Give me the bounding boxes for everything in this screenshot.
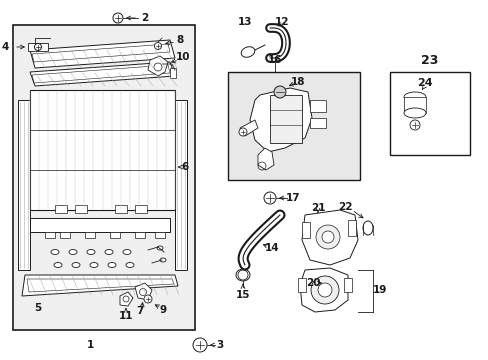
Ellipse shape [51, 249, 59, 255]
Text: 10: 10 [175, 52, 190, 62]
Circle shape [264, 192, 275, 204]
Bar [60, 232, 70, 238]
Ellipse shape [126, 262, 134, 267]
Circle shape [321, 231, 333, 243]
Bar [135, 232, 145, 238]
Bar [135, 205, 147, 213]
Polygon shape [249, 88, 311, 152]
Bar [155, 232, 164, 238]
Text: 23: 23 [421, 54, 438, 67]
Bar [269, 95, 302, 143]
Bar [45, 232, 55, 238]
Polygon shape [120, 292, 133, 306]
Text: 19: 19 [372, 285, 386, 295]
Circle shape [35, 44, 41, 50]
Bar [302, 222, 309, 238]
Text: 6: 6 [181, 162, 188, 172]
Bar [14, 26, 194, 329]
Bar [403, 97, 425, 113]
Text: 4: 4 [1, 42, 9, 52]
Polygon shape [240, 120, 258, 136]
Bar [110, 232, 120, 238]
Polygon shape [135, 283, 152, 300]
Polygon shape [148, 56, 168, 76]
Circle shape [154, 42, 161, 50]
Bar [343, 278, 351, 292]
Bar [309, 100, 325, 112]
Ellipse shape [362, 221, 372, 235]
Bar [13, 25, 195, 330]
Ellipse shape [54, 262, 62, 267]
Text: 13: 13 [237, 17, 252, 27]
Ellipse shape [236, 269, 249, 281]
Text: 16: 16 [267, 55, 282, 65]
Polygon shape [299, 268, 347, 312]
Bar [175, 100, 186, 270]
Circle shape [273, 86, 285, 98]
Ellipse shape [123, 249, 131, 255]
Circle shape [310, 276, 338, 304]
Text: 14: 14 [264, 243, 279, 253]
Bar [309, 118, 325, 128]
Circle shape [113, 13, 123, 23]
Bar [347, 220, 355, 236]
Text: 11: 11 [119, 311, 133, 321]
Ellipse shape [69, 249, 77, 255]
Text: 20: 20 [305, 278, 320, 288]
Bar [227, 72, 359, 180]
Bar [389, 72, 469, 155]
Circle shape [193, 338, 206, 352]
Ellipse shape [72, 262, 80, 267]
Text: 3: 3 [216, 340, 223, 350]
Ellipse shape [105, 249, 113, 255]
Bar [55, 205, 67, 213]
Ellipse shape [241, 47, 254, 57]
Text: 18: 18 [290, 77, 305, 87]
Ellipse shape [90, 262, 98, 267]
Circle shape [317, 283, 331, 297]
Bar [170, 68, 176, 78]
Bar [30, 90, 175, 210]
Text: 17: 17 [285, 193, 300, 203]
Ellipse shape [87, 249, 95, 255]
Text: 15: 15 [235, 290, 250, 300]
Text: 24: 24 [416, 78, 432, 88]
Polygon shape [302, 210, 357, 265]
Text: 22: 22 [337, 202, 351, 212]
Bar [75, 205, 87, 213]
Bar [115, 205, 127, 213]
Bar [28, 43, 48, 51]
Polygon shape [30, 218, 170, 232]
Circle shape [143, 295, 152, 303]
Ellipse shape [108, 262, 116, 267]
Polygon shape [30, 40, 175, 68]
Text: 21: 21 [310, 203, 325, 213]
Circle shape [409, 120, 419, 130]
Ellipse shape [403, 92, 425, 102]
Text: 12: 12 [274, 17, 289, 27]
Circle shape [239, 128, 246, 136]
Circle shape [315, 225, 339, 249]
Polygon shape [258, 148, 273, 170]
Polygon shape [22, 275, 178, 296]
Bar [297, 278, 305, 292]
Bar [18, 100, 30, 270]
Text: 5: 5 [34, 303, 41, 313]
Bar [85, 232, 95, 238]
Ellipse shape [160, 258, 165, 262]
Text: 8: 8 [176, 35, 183, 45]
Text: 7: 7 [136, 306, 143, 316]
Text: 2: 2 [141, 13, 148, 23]
Text: 9: 9 [159, 305, 166, 315]
Polygon shape [30, 62, 175, 86]
Ellipse shape [403, 108, 425, 118]
Text: 1: 1 [86, 340, 93, 350]
Ellipse shape [157, 246, 163, 250]
